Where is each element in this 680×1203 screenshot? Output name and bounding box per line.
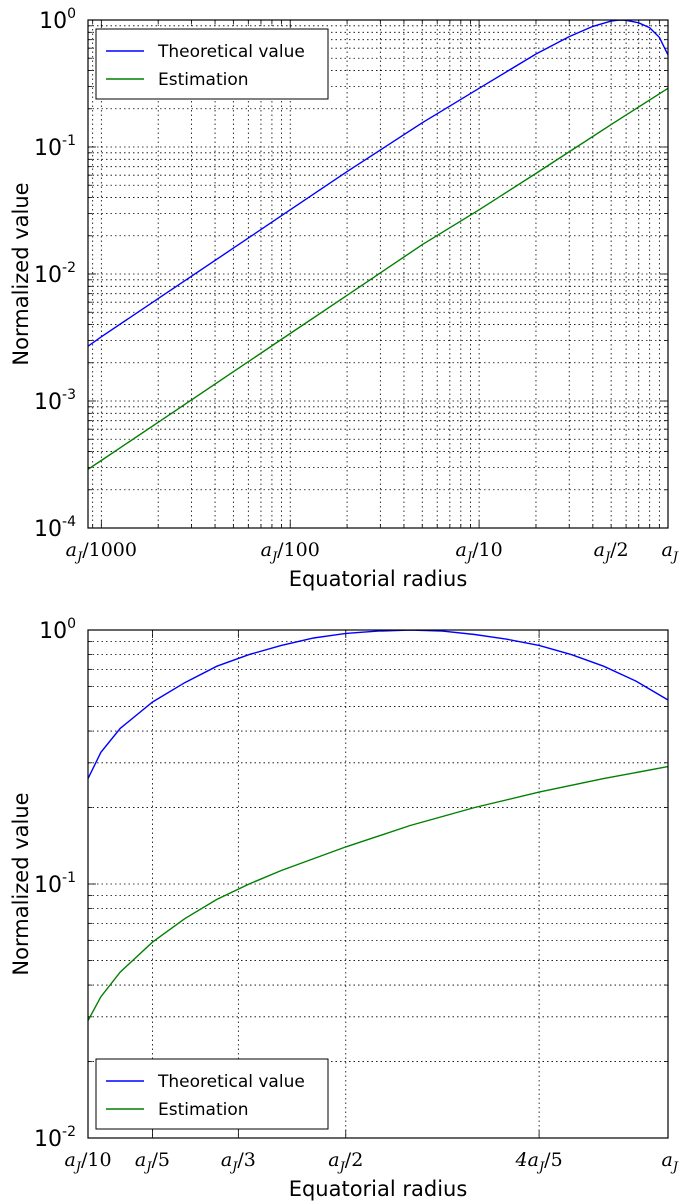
x-tick-label: aJ/1000	[66, 539, 137, 565]
legend-box	[95, 28, 329, 100]
x-tick-label: 4aJ/5	[515, 1149, 563, 1175]
plot-frame	[87, 19, 669, 529]
y-axis-title: Normalized value	[9, 792, 33, 975]
y-tick-label: 10-1	[34, 133, 76, 161]
x-axis-title: Equatorial radius	[289, 567, 468, 591]
legend-label: Theoretical value	[157, 1072, 305, 1092]
chart-1: 10-4 10-3 10-2 10-1 100 aJ/1000 aJ/100 aJ/10 aJ/…	[9, 6, 679, 591]
x-axis-title: Equatorial radius	[289, 1177, 468, 1201]
x-tick-label: aJ/10	[456, 539, 503, 565]
grid	[88, 20, 668, 529]
y-tick-label: 10-4	[34, 514, 76, 542]
x-tick-label: aJ	[661, 1149, 678, 1175]
x-tick-label: aJ	[661, 539, 678, 565]
legend-label: Estimation	[158, 70, 249, 90]
y-tick-label: 10-1	[34, 870, 76, 898]
x-tick-label: aJ/100	[261, 539, 320, 565]
legend-label: Estimation	[158, 1100, 249, 1120]
y-tick-label: 10-3	[34, 387, 76, 415]
series-line-estimation	[88, 87, 668, 470]
chart-2: 10-2 10-1 100 aJ/10 aJ/5 aJ/3 aJ/2 4aJ/5 aJ Equat…	[9, 616, 679, 1201]
legend-box	[95, 1058, 329, 1130]
series-line-theoretical-value	[88, 630, 668, 779]
y-axis-title: Normalized value	[9, 182, 33, 365]
y-tick-label: 10-2	[34, 1124, 76, 1152]
x-tick-label: aJ/2	[594, 539, 629, 565]
series-line-theoretical-value	[88, 20, 668, 347]
y-tick-label: 10-2	[34, 260, 76, 288]
x-tick-label: aJ/10	[64, 1149, 111, 1175]
legend-label: Theoretical value	[157, 42, 305, 62]
legend: Theoretical value Estimation	[95, 28, 329, 100]
y-tick-label: 100	[39, 6, 76, 34]
x-tick-label: aJ/3	[221, 1149, 256, 1175]
series-line-estimation	[88, 765, 668, 1021]
x-tick-label: aJ/5	[135, 1149, 170, 1175]
legend: Theoretical value Estimation	[95, 1058, 329, 1130]
plot-frame	[87, 629, 669, 1139]
y-tick-label: 100	[39, 616, 76, 644]
x-tick-label: aJ/2	[328, 1149, 363, 1175]
